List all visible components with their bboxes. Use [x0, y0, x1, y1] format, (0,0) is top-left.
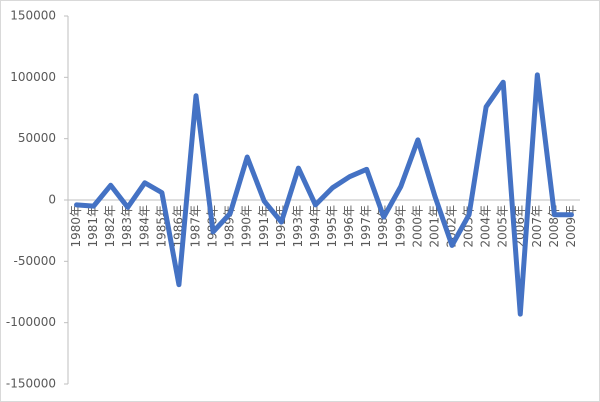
y-tick-label: -100000	[6, 315, 56, 329]
x-tick-label: 1984年	[137, 205, 151, 248]
x-tick-label: 1983年	[120, 205, 134, 248]
x-tick-label: 2003年	[462, 205, 476, 248]
x-tick-label: 2000年	[410, 205, 424, 248]
x-tick-label: 1995年	[325, 205, 339, 248]
x-tick-label: 2005年	[496, 205, 510, 248]
y-tick-label: 100000	[10, 70, 56, 84]
x-tick-label: 1997年	[359, 205, 373, 248]
y-tick-label: 0	[48, 193, 56, 207]
x-tick-label: 2007年	[530, 205, 544, 248]
x-tick-label: 1991年	[257, 205, 271, 248]
line	[74, 72, 574, 317]
x-tick-label: 1993年	[291, 205, 305, 248]
x-tick-label: 2009年	[564, 205, 578, 248]
x-tick-label: 1996年	[342, 205, 356, 248]
y-tick-label: -50000	[13, 254, 56, 268]
x-tick-label: 2004年	[479, 205, 493, 248]
x-tick-label: 1982年	[103, 205, 117, 248]
x-tick-label: 1987年	[189, 205, 203, 248]
x-tick-label: 1981年	[86, 205, 100, 248]
x-tick-label: 2001年	[427, 205, 441, 248]
y-tick-label: 150000	[10, 9, 56, 23]
y-tick-label: -150000	[6, 377, 56, 391]
y-tick-label: 50000	[18, 131, 56, 145]
x-tick-label: 1999年	[393, 205, 407, 248]
x-tick-label: 1990年	[240, 205, 254, 248]
x-tick-label: 1994年	[308, 205, 322, 248]
x-tick-label: 1980年	[69, 205, 83, 248]
